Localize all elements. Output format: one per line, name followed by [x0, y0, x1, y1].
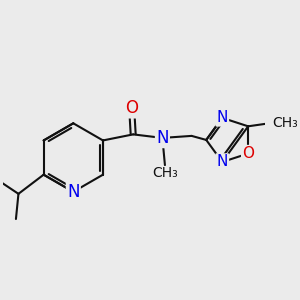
Text: N: N	[217, 154, 228, 169]
Text: N: N	[67, 183, 80, 201]
Text: CH₃: CH₃	[152, 166, 178, 180]
Text: O: O	[242, 146, 254, 161]
Text: N: N	[156, 129, 169, 147]
Text: CH₃: CH₃	[272, 116, 298, 130]
Text: O: O	[125, 99, 138, 117]
Text: N: N	[217, 110, 228, 125]
